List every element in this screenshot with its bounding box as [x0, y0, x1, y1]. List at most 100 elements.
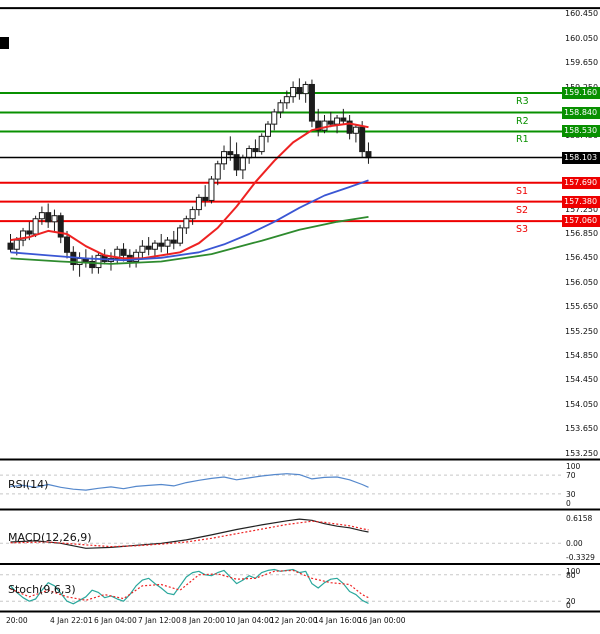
candle-up: [283, 96, 290, 104]
candle-down: [315, 120, 322, 131]
indicator-scale-tick: 30: [566, 489, 576, 499]
time-axis-label: 6 Jan 04:00: [94, 616, 137, 625]
candle-down: [57, 215, 64, 238]
candle-up: [352, 126, 359, 134]
pivot-price-badge-s3: 157.060: [562, 215, 600, 228]
time-axis-label: 4 Jan 22:01: [50, 616, 93, 625]
candle-up: [239, 157, 246, 171]
candle-down: [227, 151, 234, 156]
candle-down: [64, 236, 71, 253]
pivot-label-s2: S2: [516, 204, 529, 216]
pivot-label-r3: R3: [516, 96, 529, 107]
candle-up: [139, 245, 146, 253]
candle-down: [296, 87, 303, 95]
candle-down: [158, 242, 165, 247]
ma-mid-blue-line: [10, 179, 369, 262]
indicator-scale-tick: 70: [566, 471, 576, 481]
candle-up: [13, 239, 20, 250]
price-axis-tick: 153.650: [565, 424, 599, 434]
price-axis-tick: 154.450: [565, 375, 599, 385]
candle-up: [277, 102, 284, 113]
candle-up: [189, 209, 196, 220]
candle-up: [264, 123, 271, 137]
candle-down: [202, 196, 209, 201]
candle-down: [120, 248, 127, 256]
candle-down: [252, 148, 259, 153]
price-axis-tick: 160.050: [565, 33, 599, 43]
macd-indicator-label: MACD(12,26,9): [8, 531, 92, 544]
time-axis-label: 16 Jan 00:00: [358, 616, 406, 625]
stoch-indicator-label: Stoch(9,6,3): [8, 583, 76, 596]
candle-up: [20, 230, 27, 241]
stoch-d-line: [10, 569, 369, 601]
left-edge-marker: [0, 37, 9, 49]
indicator-scale-tick: 0: [566, 499, 571, 508]
candle-down: [233, 154, 240, 171]
pivot-price-badge-s1: 157.690: [562, 176, 600, 189]
price-axis-tick: 156.450: [565, 253, 599, 263]
pivot-label-s1: S1: [516, 185, 529, 197]
time-axis-label: 14 Jan 16:00: [314, 616, 362, 625]
current-price-badge: 158.103: [562, 151, 600, 164]
price-axis-tick: 154.850: [565, 351, 599, 361]
candle-up: [32, 218, 39, 235]
macd-signal-line: [10, 520, 369, 548]
pivot-price-badge-r2: 158.840: [562, 106, 600, 119]
candle-up: [38, 212, 45, 220]
candle-up: [302, 83, 309, 95]
candle-down: [359, 126, 366, 153]
candle-down: [346, 120, 353, 134]
indicator-scale-tick: 80: [566, 570, 576, 580]
indicator-scale-tick: 100: [566, 462, 581, 471]
indicator-scale-tick: -0.3329: [566, 553, 595, 562]
price-axis-tick: 159.650: [565, 58, 599, 68]
candle-up: [195, 196, 202, 211]
price-axis-tick: 156.850: [565, 229, 599, 238]
candle-down: [308, 83, 315, 122]
candle-up: [177, 227, 184, 244]
pivot-price-badge-r3: 159.160: [562, 87, 600, 99]
candle-down: [327, 120, 334, 125]
price-axis-tick: 154.050: [565, 399, 599, 409]
time-axis-label: 10 Jan 04:00: [226, 616, 274, 625]
price-axis-tick: 153.250: [565, 448, 599, 458]
ma-slow-green-line: [10, 216, 369, 265]
candle-down: [26, 230, 33, 235]
candle-down: [89, 260, 96, 269]
indicator-scale-tick: 0: [566, 601, 571, 610]
indicator-scale-tick: 0.6158: [566, 513, 593, 523]
pivot-label-r1: R1: [516, 134, 529, 146]
indicator-scale-tick: 20: [566, 597, 576, 607]
candle-up: [151, 242, 158, 250]
macd-line: [10, 518, 369, 549]
pivot-price-badge-r1: 158.530: [562, 125, 600, 138]
candle-up: [208, 178, 215, 201]
candle-up: [334, 117, 341, 125]
candle-up: [290, 87, 297, 98]
pivot-label-s3: S3: [516, 224, 529, 236]
candle-up: [95, 254, 102, 269]
time-axis-label: 8 Jan 20:00: [182, 616, 225, 625]
candle-up: [51, 215, 58, 223]
price-axis-tick: 155.250: [565, 326, 599, 336]
candle-down: [45, 212, 52, 223]
candle-down: [145, 245, 152, 250]
ma-fast-red-line: [10, 122, 369, 260]
candle-up: [321, 120, 328, 131]
time-axis-label: 20:00: [6, 616, 28, 625]
indicator-scale-tick: 100: [566, 567, 581, 576]
candle-down: [170, 239, 177, 244]
price-axis-tick: 157.250: [565, 204, 599, 214]
pivot-label-r2: R2: [516, 115, 529, 127]
candle-up: [183, 218, 190, 229]
time-axis-label: 12 Jan 20:00: [270, 616, 318, 625]
candle-up: [271, 111, 278, 125]
pivot-price-badge-s2: 157.380: [562, 195, 600, 208]
price-axis-tick: 160.450: [565, 9, 599, 19]
candle-up: [258, 135, 265, 153]
price-axis-tick: 155.650: [565, 302, 599, 312]
rsi-line: [10, 473, 369, 491]
indicator-scale-tick: 0.00: [566, 539, 583, 549]
candle-up: [214, 163, 221, 180]
